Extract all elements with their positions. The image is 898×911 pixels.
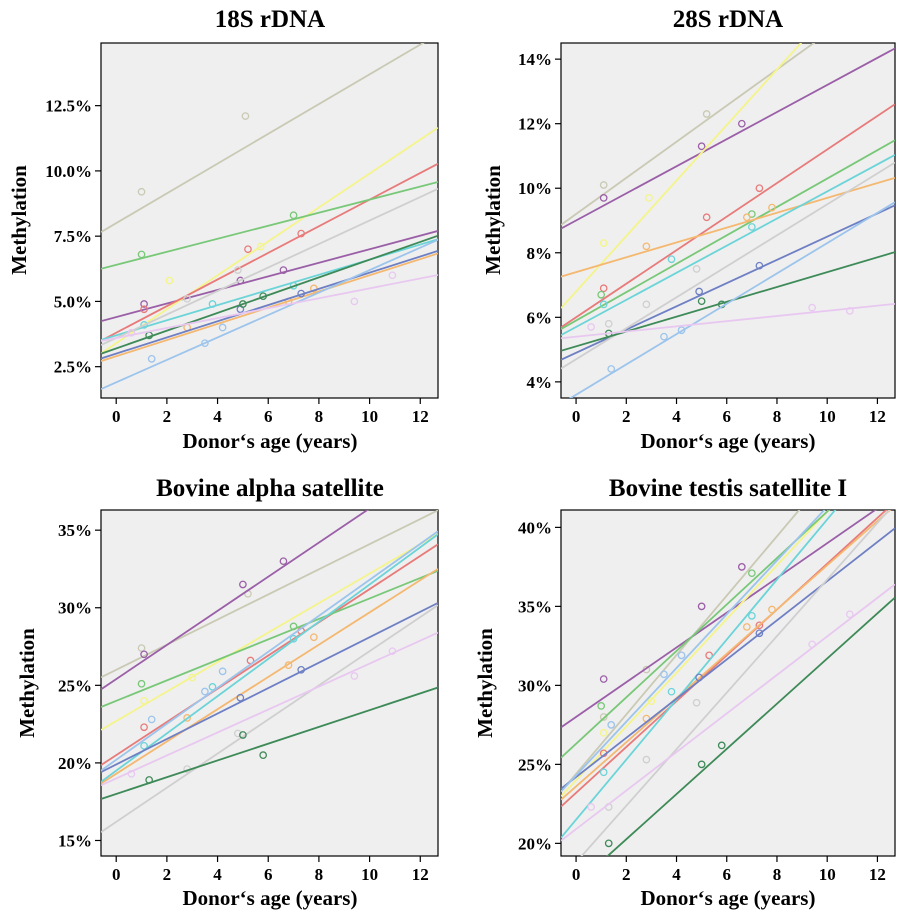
x-tick-label: 0 xyxy=(112,407,121,426)
y-tick-label: 25% xyxy=(58,676,92,695)
x-tick-label: 10 xyxy=(819,407,836,426)
plot-area xyxy=(561,43,895,398)
y-tick-label: 20% xyxy=(518,834,552,853)
x-axis-label: Donor‘s age (years) xyxy=(641,429,816,453)
y-tick-label: 14% xyxy=(518,50,552,69)
y-tick-label: 12.5% xyxy=(45,97,92,116)
x-tick-label: 10 xyxy=(819,865,836,884)
x-tick-label: 12 xyxy=(412,865,429,884)
chart-title: Bovine alpha satellite xyxy=(156,475,384,502)
chart-title: 18S rDNA xyxy=(215,6,325,33)
x-tick-label: 4 xyxy=(672,865,681,884)
x-tick-label: 12 xyxy=(869,865,886,884)
x-axis-label: Donor‘s age (years) xyxy=(183,886,358,910)
chart-title: Bovine testis satellite I xyxy=(609,475,847,502)
y-axis-label: Methylation xyxy=(7,165,31,275)
x-tick-label: 0 xyxy=(572,407,581,426)
y-tick-label: 30% xyxy=(58,599,92,618)
x-axis-label: Donor‘s age (years) xyxy=(641,886,816,910)
y-tick-label: 40% xyxy=(518,518,552,537)
x-tick-label: 4 xyxy=(213,407,222,426)
y-tick-label: 5.0% xyxy=(54,292,92,311)
chart-title: 28S rDNA xyxy=(673,6,783,33)
x-tick-label: 12 xyxy=(412,407,429,426)
y-tick-label: 35% xyxy=(518,597,552,616)
y-axis-label: Methylation xyxy=(481,165,505,275)
x-tick-label: 6 xyxy=(264,407,273,426)
x-tick-label: 0 xyxy=(112,865,121,884)
y-tick-label: 7.5% xyxy=(54,227,92,246)
x-tick-label: 8 xyxy=(315,865,324,884)
x-tick-label: 2 xyxy=(163,407,172,426)
plot-area xyxy=(101,510,438,856)
x-tick-label: 10 xyxy=(361,407,378,426)
x-tick-label: 4 xyxy=(213,865,222,884)
x-tick-label: 12 xyxy=(869,407,886,426)
x-tick-label: 8 xyxy=(315,407,324,426)
y-tick-label: 20% xyxy=(58,754,92,773)
x-tick-label: 2 xyxy=(622,407,631,426)
x-tick-label: 8 xyxy=(773,865,782,884)
y-tick-label: 10% xyxy=(518,179,552,198)
x-tick-label: 0 xyxy=(572,865,581,884)
y-axis-label: Methylation xyxy=(473,628,497,738)
y-tick-label: 35% xyxy=(58,521,92,540)
y-tick-label: 2.5% xyxy=(54,358,92,377)
y-tick-label: 12% xyxy=(518,115,552,134)
y-tick-label: 30% xyxy=(518,676,552,695)
x-tick-label: 4 xyxy=(672,407,681,426)
y-tick-label: 8% xyxy=(527,244,553,263)
y-tick-label: 4% xyxy=(527,373,553,392)
x-tick-label: 6 xyxy=(722,865,731,884)
y-tick-label: 6% xyxy=(527,308,553,327)
x-axis-label: Donor‘s age (years) xyxy=(183,429,358,453)
x-tick-label: 6 xyxy=(264,865,273,884)
x-tick-label: 2 xyxy=(622,865,631,884)
y-tick-label: 25% xyxy=(518,755,552,774)
x-tick-label: 2 xyxy=(163,865,172,884)
x-tick-label: 6 xyxy=(722,407,731,426)
x-tick-label: 8 xyxy=(773,407,782,426)
y-tick-label: 10.0% xyxy=(45,162,92,181)
x-tick-label: 10 xyxy=(361,865,378,884)
y-tick-label: 15% xyxy=(58,831,92,850)
y-axis-label: Methylation xyxy=(15,628,39,738)
